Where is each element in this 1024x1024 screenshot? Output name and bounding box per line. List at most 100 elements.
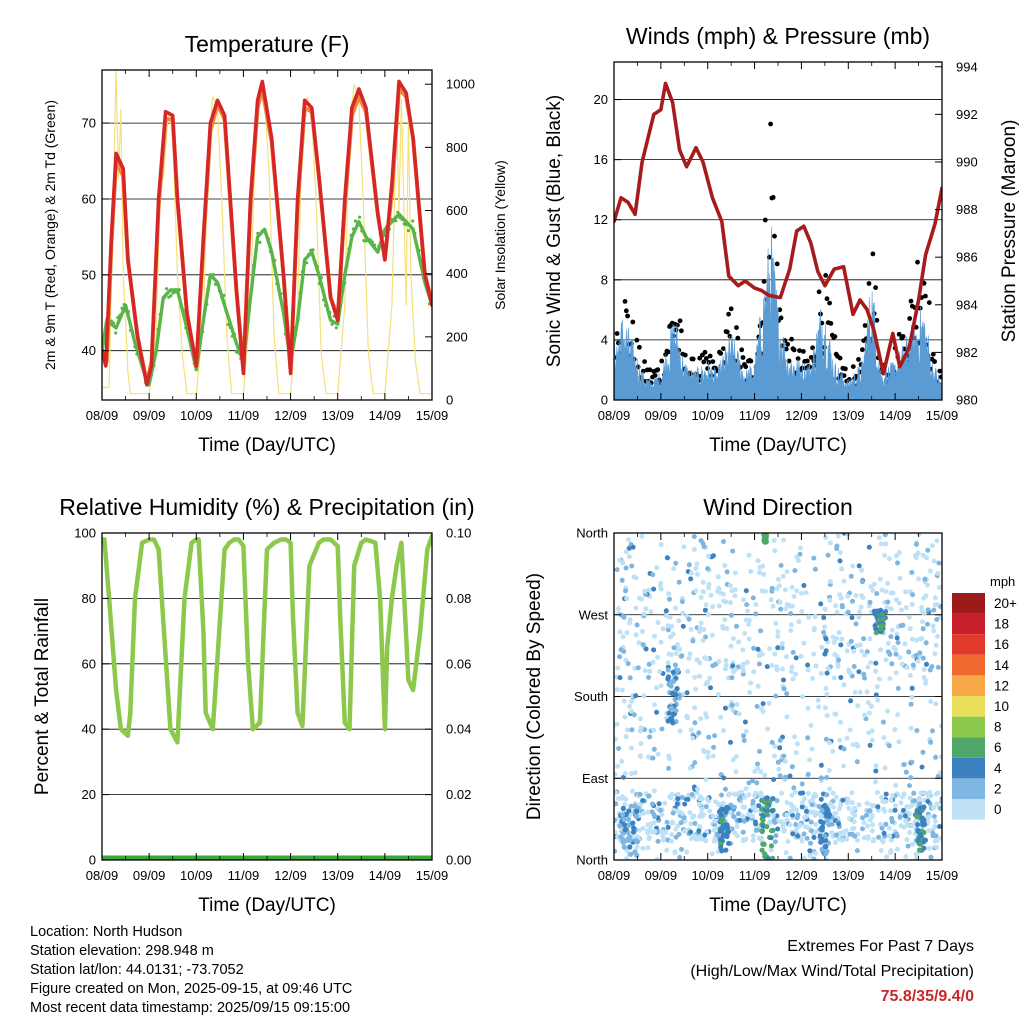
direction-point: [691, 813, 697, 819]
direction-point: [925, 818, 931, 824]
direction-point: [758, 790, 764, 796]
dewpoint-point: [232, 332, 237, 336]
direction-point: [716, 585, 722, 591]
x-tick-label: 14/09: [879, 868, 912, 883]
direction-point: [818, 601, 824, 607]
x-tick-label: 12/09: [274, 408, 307, 423]
x-tick-label: 12/09: [785, 408, 818, 423]
y-tick-label: 4: [601, 332, 608, 347]
direction-point: [883, 657, 889, 663]
panel-2: Winds (mph) & Pressure (mb) 08/09 09/09 10/…: [544, 23, 1020, 456]
direction-point: [893, 651, 899, 657]
direction-point: [869, 728, 875, 734]
direction-point: [840, 797, 846, 803]
direction-point: [823, 636, 829, 642]
direction-point: [696, 824, 702, 829]
direction-point: [938, 805, 942, 811]
direction-point: [777, 773, 783, 779]
direction-point: [769, 808, 775, 814]
direction-point: [811, 651, 817, 657]
direction-point: [844, 735, 850, 741]
x-tick-label: 15/09: [926, 408, 959, 423]
direction-point: [861, 671, 867, 677]
direction-point: [890, 590, 896, 596]
y-right-tick-label: 600: [446, 203, 468, 218]
direction-point: [893, 831, 899, 837]
direction-point: [742, 794, 748, 800]
direction-point: [660, 837, 666, 843]
direction-point: [837, 592, 843, 598]
direction-point: [706, 585, 712, 591]
direction-point: [895, 685, 901, 691]
y-tick-label: 40: [82, 722, 96, 737]
direction-point: [743, 617, 749, 623]
dewpoint-point: [109, 319, 113, 323]
gust-point: [772, 233, 777, 239]
direction-point: [709, 632, 715, 638]
colorbar-label: 8: [994, 720, 1002, 735]
direction-point: [675, 642, 681, 648]
direction-point: [646, 661, 652, 667]
direction-point: [812, 566, 818, 572]
direction-point: [757, 564, 763, 570]
direction-point: [753, 828, 759, 833]
direction-point: [914, 728, 920, 734]
direction-point: [849, 826, 855, 832]
direction-point: [652, 633, 657, 639]
x-tick-label: 10/09: [691, 408, 724, 423]
direction-point: [838, 675, 844, 680]
direction-point: [623, 549, 629, 555]
colorbar-label: 20+: [994, 596, 1017, 611]
direction-point: [833, 810, 839, 816]
direction-point: [784, 714, 790, 720]
gust-point: [808, 355, 814, 360]
gust-point: [801, 349, 806, 354]
direction-point: [878, 647, 883, 653]
gust-point: [761, 279, 767, 284]
direction-point: [775, 629, 781, 635]
dewpoint-point: [330, 322, 334, 326]
direction-point: [629, 709, 634, 714]
direction-point: [839, 566, 845, 572]
direction-point: [628, 745, 634, 751]
plot-area: [614, 81, 942, 400]
y-tick-label: 12: [594, 212, 608, 227]
direction-point: [627, 844, 633, 850]
gust-point: [874, 317, 880, 323]
direction-point: [706, 734, 712, 740]
direction-point: [853, 621, 859, 627]
direction-point: [789, 584, 795, 590]
direction-point: [781, 827, 787, 833]
dewpoint-point: [413, 231, 417, 235]
gust-point: [873, 285, 878, 290]
direction-point: [723, 847, 729, 853]
direction-point: [809, 797, 815, 803]
direction-point: [914, 637, 920, 643]
direction-point: [687, 651, 693, 657]
direction-point: [737, 817, 743, 823]
direction-point: [888, 837, 894, 843]
direction-point: [865, 664, 871, 670]
dewpoint-point: [271, 255, 275, 259]
direction-point: [658, 683, 664, 689]
direction-point: [646, 674, 652, 680]
gust-point: [735, 335, 741, 341]
direction-point: [760, 709, 766, 715]
direction-point: [932, 602, 938, 608]
direction-point: [718, 827, 724, 833]
direction-point: [629, 727, 635, 733]
direction-point: [892, 727, 898, 732]
direction-point: [672, 849, 678, 855]
direction-point: [671, 645, 677, 651]
direction-point: [744, 608, 750, 614]
direction-point: [711, 827, 717, 833]
gust-point: [795, 356, 801, 361]
direction-point: [852, 812, 858, 818]
direction-point: [920, 619, 925, 625]
direction-point: [706, 581, 712, 587]
direction-point: [852, 806, 858, 812]
direction-point: [824, 792, 830, 798]
direction-point: [848, 573, 854, 579]
direction-point: [715, 692, 721, 697]
